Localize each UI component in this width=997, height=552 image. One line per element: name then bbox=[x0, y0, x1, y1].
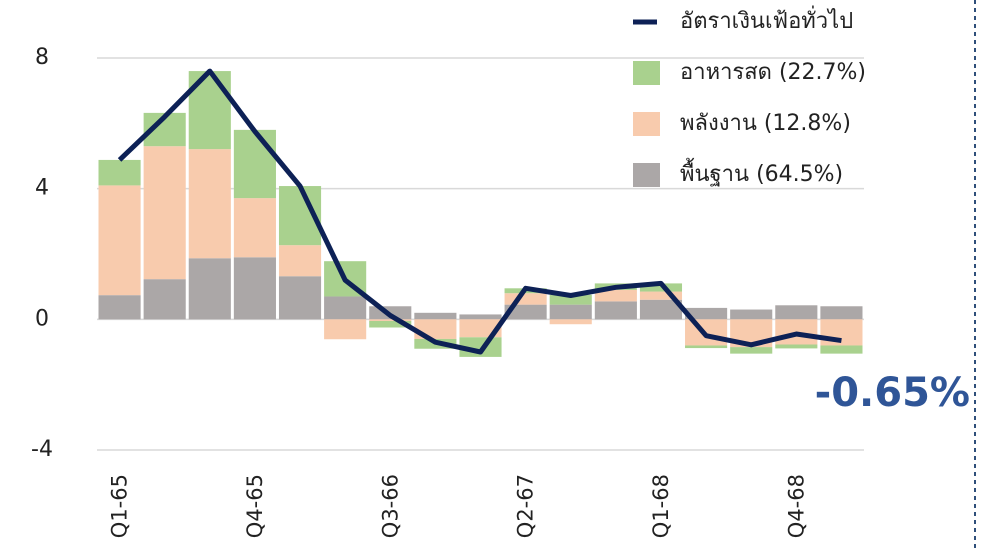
bar-segment bbox=[639, 291, 683, 300]
x-tick-label: Q4-65 bbox=[243, 474, 267, 538]
bar-segment bbox=[459, 314, 502, 320]
bar-segment bbox=[143, 279, 186, 320]
bar-segment bbox=[504, 304, 547, 320]
bar-segment bbox=[685, 307, 728, 320]
legend-swatch bbox=[633, 61, 660, 85]
bar-segment bbox=[549, 304, 592, 320]
bar-segment bbox=[730, 347, 773, 354]
bar-segment bbox=[233, 129, 276, 199]
bar-segment bbox=[820, 345, 863, 354]
line-series bbox=[117, 68, 842, 355]
bar-segment bbox=[414, 312, 457, 320]
bar-segment bbox=[233, 198, 276, 258]
y-tick-label: -4 bbox=[31, 437, 53, 462]
bar-segment bbox=[278, 276, 322, 320]
legend-label: พลังงาน (12.8%) bbox=[680, 111, 851, 136]
bar-segment bbox=[549, 294, 592, 305]
bar-segment bbox=[369, 319, 412, 321]
y-tick-label: 8 bbox=[35, 45, 49, 70]
bar-segment bbox=[594, 289, 637, 302]
bar-segment bbox=[98, 185, 141, 296]
x-tick-label: Q4-68 bbox=[784, 474, 808, 538]
bar-segment bbox=[775, 305, 818, 320]
legend-swatch bbox=[633, 112, 660, 136]
bar-segment bbox=[369, 320, 412, 328]
annotation: -0.65% bbox=[815, 370, 970, 416]
bar-segment bbox=[188, 149, 231, 259]
bar-segment bbox=[775, 344, 818, 349]
bar-segment bbox=[594, 301, 637, 320]
legend-label: อัตราเงินเฟ้อทั่วไป bbox=[680, 5, 853, 34]
bar-segment bbox=[143, 146, 186, 280]
legend-label: อาหารสด (22.7%) bbox=[680, 60, 866, 85]
bar-segment bbox=[98, 159, 141, 186]
x-tick-label: Q1-68 bbox=[649, 474, 673, 538]
bar-segment bbox=[324, 296, 367, 320]
bar-segment bbox=[639, 299, 683, 320]
bar-segment bbox=[504, 293, 547, 305]
bar-segment bbox=[685, 345, 728, 349]
bar-segment bbox=[278, 245, 322, 277]
bar-segment bbox=[549, 319, 592, 325]
y-tick-label: 0 bbox=[35, 306, 49, 331]
x-tick-label: Q3-66 bbox=[378, 474, 402, 538]
legend-swatch bbox=[633, 163, 660, 187]
bar-segment bbox=[730, 309, 773, 320]
bar-segment bbox=[820, 306, 863, 320]
bar-segment bbox=[639, 283, 683, 292]
bar-segment bbox=[188, 258, 231, 320]
bar-segment bbox=[324, 319, 367, 340]
x-tick-label: Q1-65 bbox=[108, 474, 132, 538]
bar-segment bbox=[459, 319, 502, 338]
legend-label: พื้นฐาน (64.5%) bbox=[680, 158, 843, 187]
bar-segment bbox=[233, 257, 276, 320]
bar-segment bbox=[820, 319, 863, 346]
x-tick-label: Q2-67 bbox=[514, 474, 538, 538]
y-tick-label: 4 bbox=[35, 176, 49, 201]
bar-segment bbox=[98, 295, 141, 320]
